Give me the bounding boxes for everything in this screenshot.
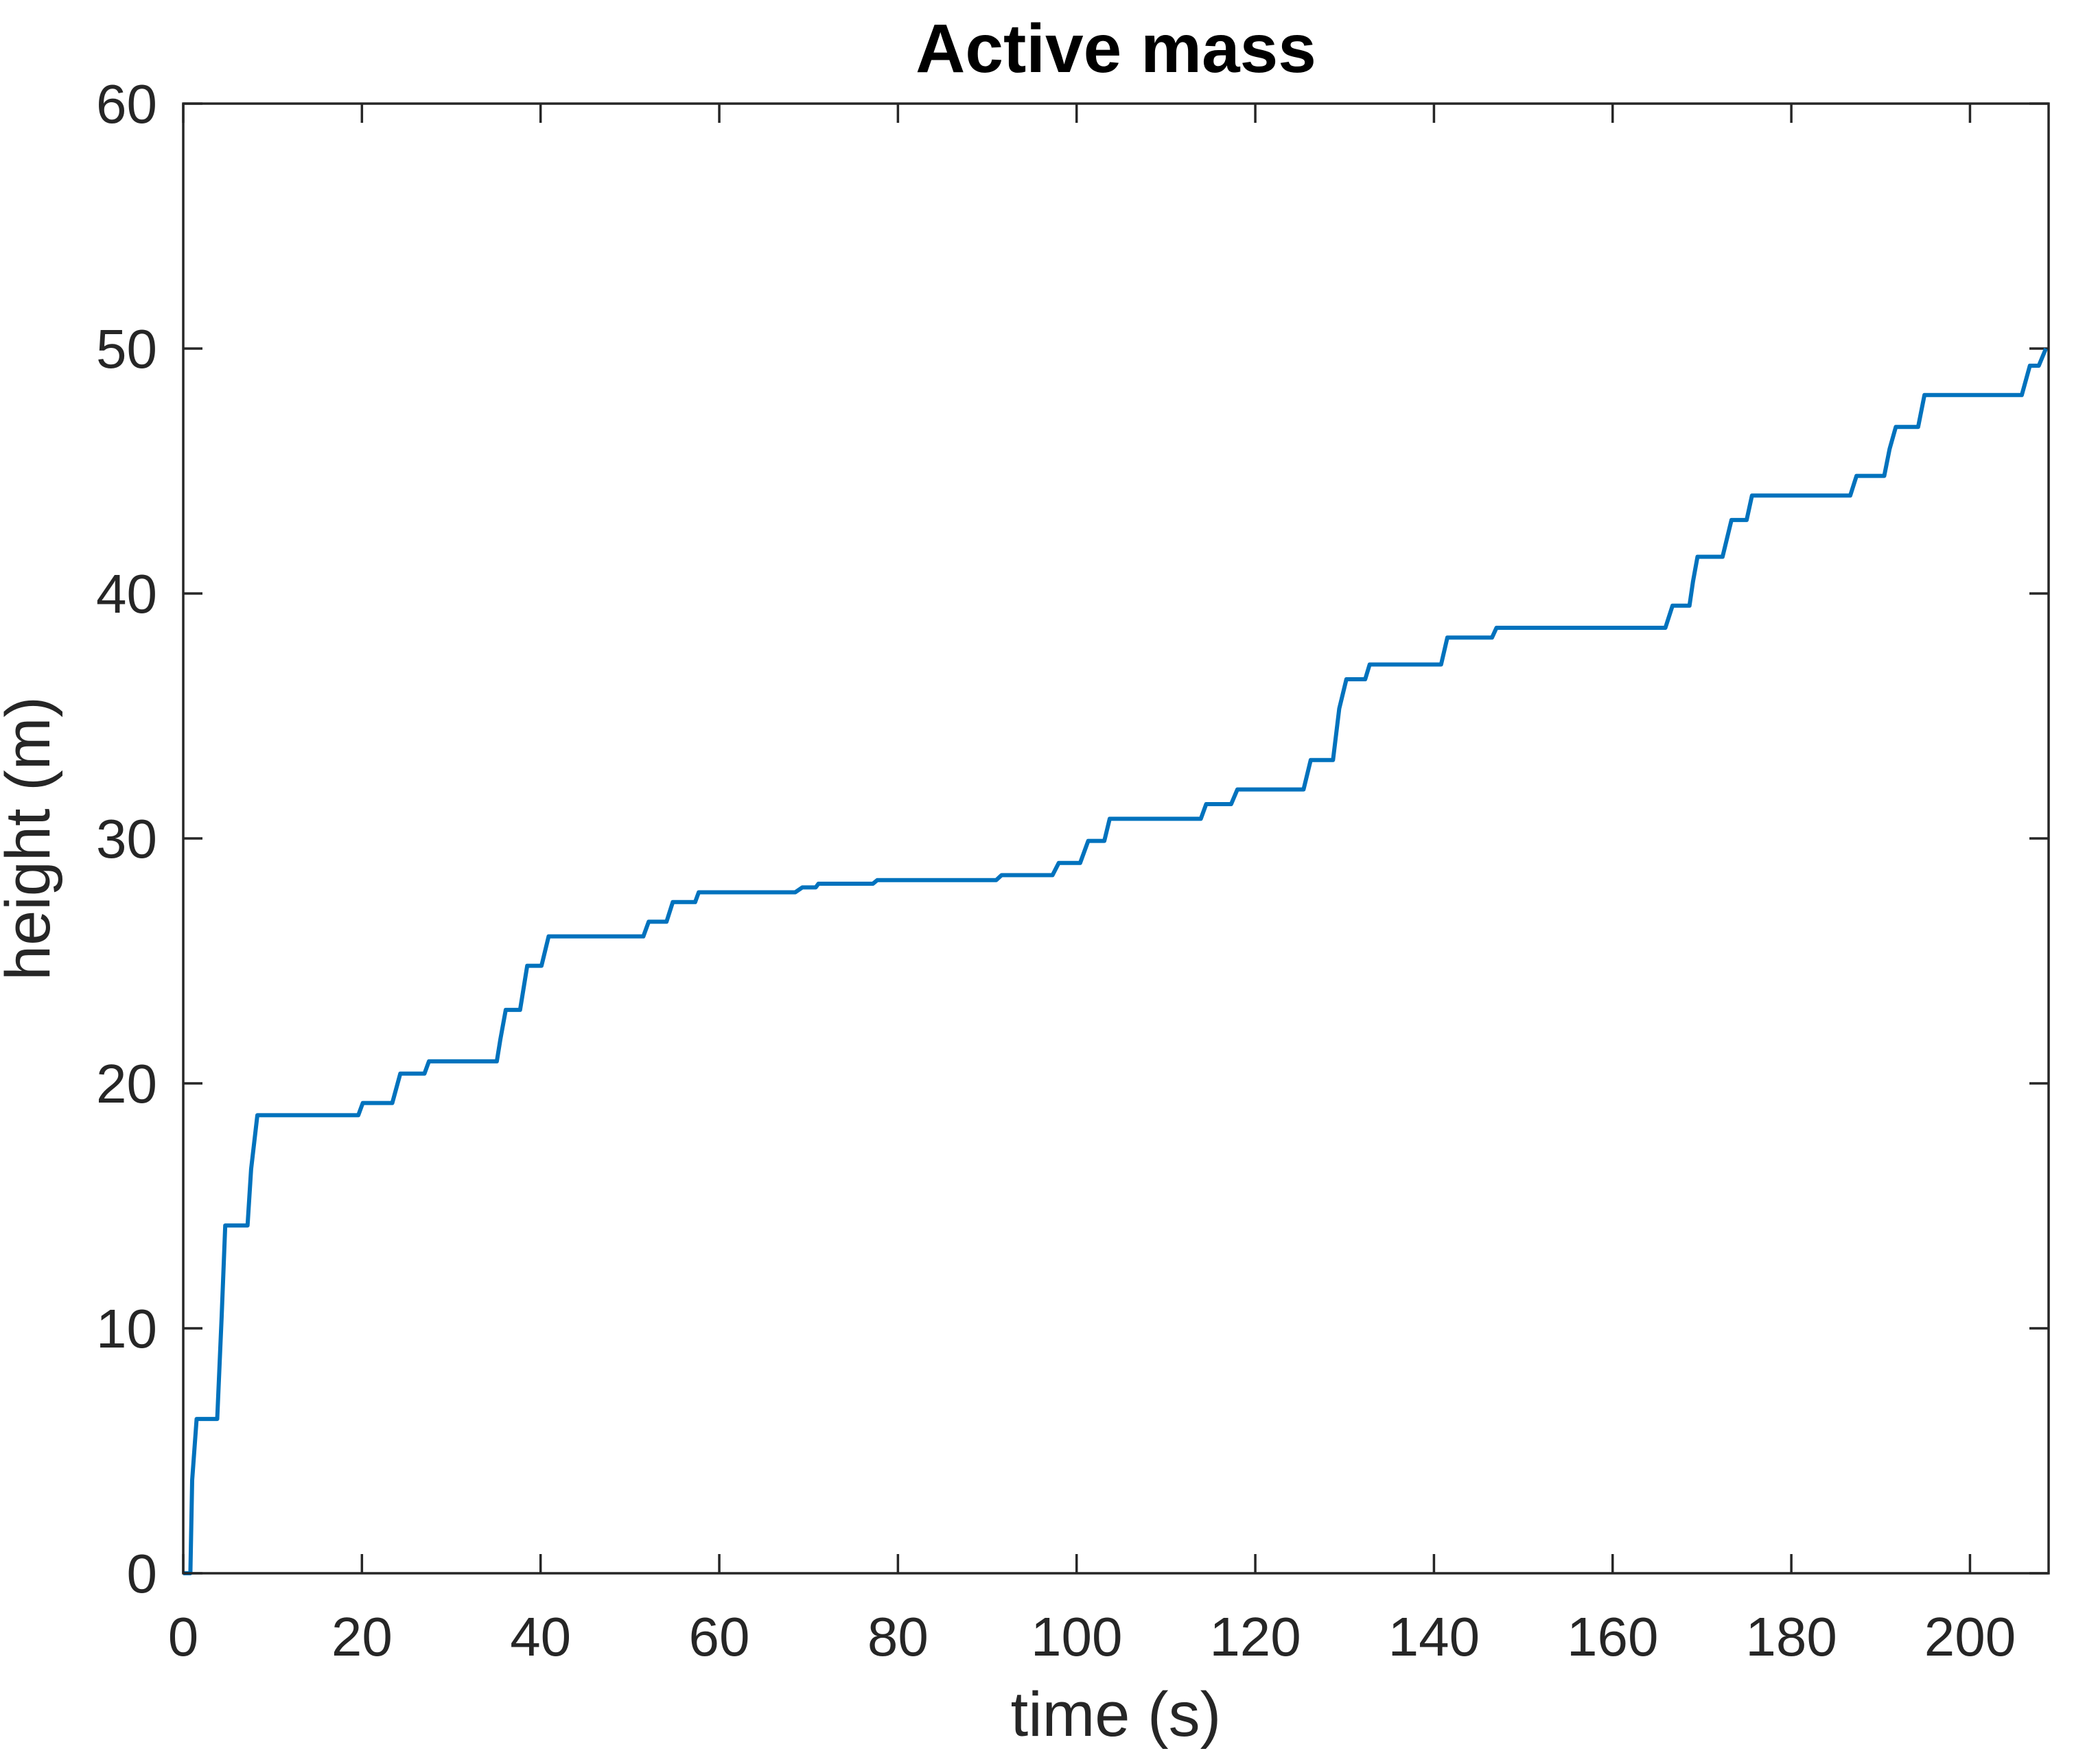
x-tick-label: 60 xyxy=(689,1606,750,1667)
axis-ticks xyxy=(182,102,2049,1575)
y-tick-label: 20 xyxy=(96,1053,157,1114)
y-tick-label: 60 xyxy=(96,73,157,134)
x-tick-label: 80 xyxy=(867,1606,929,1667)
x-tick-label: 100 xyxy=(1031,1606,1122,1667)
y-axis-label: height (m) xyxy=(0,696,63,980)
x-tick-label: 120 xyxy=(1209,1606,1301,1667)
axis-tick-labels: 0 20 40 60 80 100 120 140 160 180 200 0 10 20 30 40 50 60 xyxy=(96,73,2016,1667)
x-tick-label: 160 xyxy=(1567,1606,1658,1667)
y-tick-label: 10 xyxy=(96,1298,157,1359)
y-tick-label: 50 xyxy=(96,318,157,379)
series-layer xyxy=(183,347,2048,1575)
y-tick-label: 30 xyxy=(96,808,157,869)
x-tick-label: 40 xyxy=(510,1606,571,1667)
x-tick-label: 180 xyxy=(1745,1606,1837,1667)
series-line xyxy=(183,347,2048,1575)
y-tick-label: 0 xyxy=(127,1543,158,1604)
y-tick-label: 40 xyxy=(96,563,157,624)
x-tick-label: 20 xyxy=(331,1606,393,1667)
chart-title: Active mass xyxy=(916,10,1316,87)
x-tick-label: 140 xyxy=(1388,1606,1480,1667)
x-axis-label: time (s) xyxy=(1011,1680,1222,1750)
x-tick-label: 0 xyxy=(168,1606,199,1667)
plot-box-border xyxy=(182,102,2050,1575)
x-tick-label: 200 xyxy=(1924,1606,2016,1667)
